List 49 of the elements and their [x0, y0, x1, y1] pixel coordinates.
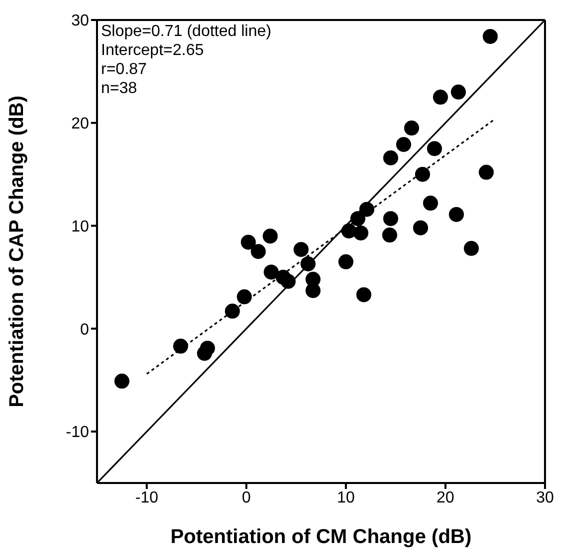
point: [114, 374, 130, 389]
x-tick-label: -10: [135, 489, 158, 506]
point: [426, 141, 442, 156]
point: [396, 136, 412, 152]
x-tick-label: 0: [242, 489, 251, 506]
point: [383, 211, 398, 226]
point: [338, 254, 354, 270]
point: [224, 304, 240, 319]
point: [432, 90, 448, 105]
point: [350, 211, 366, 226]
point: [280, 274, 296, 289]
point: [294, 242, 309, 257]
point: [383, 150, 398, 166]
y-tick-label: 30: [71, 12, 90, 30]
point: [240, 234, 256, 250]
point: [173, 338, 188, 354]
point: [382, 228, 398, 243]
point: [306, 283, 321, 298]
annotation: r=0.87: [101, 60, 148, 79]
y-tick-label: -10: [66, 424, 90, 442]
point: [264, 264, 279, 280]
point: [356, 287, 372, 302]
point: [236, 289, 252, 304]
point: [300, 256, 316, 272]
point: [448, 206, 464, 222]
point: [197, 346, 212, 361]
point: [482, 28, 498, 44]
point: [404, 120, 420, 136]
annotation: n=38: [101, 79, 138, 98]
y-tick-label: 20: [71, 116, 90, 133]
point: [262, 228, 278, 244]
x-tick-label: 30: [536, 489, 554, 506]
point: [478, 164, 494, 180]
point: [415, 166, 430, 182]
x-tick-label: 20: [436, 489, 454, 506]
y-axis-title: Potentiation of CAP Change (dB): [6, 96, 28, 408]
x-axis-title: Potentiation of CM Change (dB): [170, 526, 472, 548]
point: [250, 244, 266, 259]
point: [413, 220, 428, 236]
point: [353, 225, 368, 240]
x-tick-label: 10: [336, 489, 355, 506]
y-tick-label: 10: [71, 218, 90, 236]
annotation: Slope=0.71 (dotted line): [101, 22, 272, 41]
y-tick-label: 0: [80, 321, 90, 338]
point: [464, 240, 479, 256]
point: [423, 196, 438, 211]
point: [450, 84, 466, 100]
point: [359, 202, 374, 217]
annotation: Intercept=2.65: [101, 41, 205, 60]
